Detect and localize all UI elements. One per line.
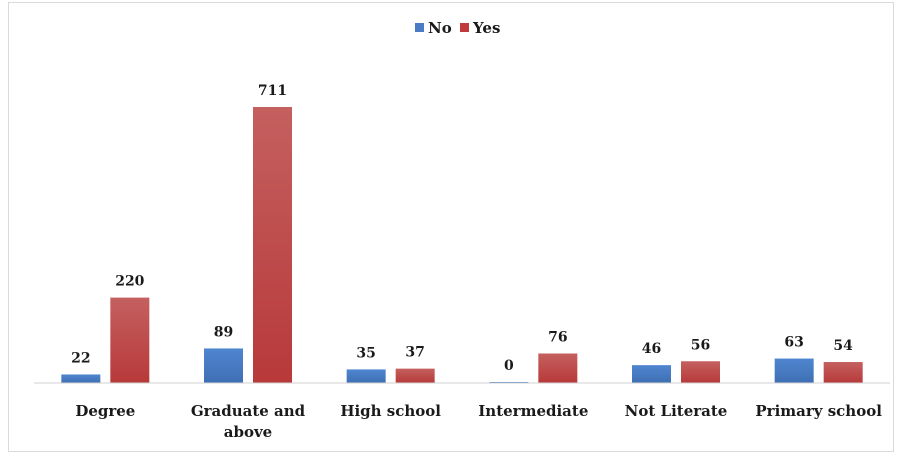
data-label-no-2: 35 xyxy=(356,345,375,361)
bar-yes-4 xyxy=(681,361,720,383)
bar-no-0 xyxy=(61,374,101,383)
data-label-yes-1: 711 xyxy=(258,83,287,99)
chart-frame xyxy=(8,2,894,452)
bar-no-4 xyxy=(632,365,671,383)
legend-swatch-no xyxy=(415,23,424,32)
bar-no-2 xyxy=(346,369,386,383)
x-tick-label-4-0: Not Literate xyxy=(625,402,728,420)
bar-no-1 xyxy=(204,348,243,383)
x-tick-label-1-0: Graduate and xyxy=(191,402,306,420)
x-tick-label-1-1: above xyxy=(224,423,272,441)
bar-yes-2 xyxy=(395,368,435,383)
data-label-yes-2: 37 xyxy=(405,345,424,361)
x-tick-label-3-0: Intermediate xyxy=(478,402,588,420)
data-label-no-5: 63 xyxy=(784,335,803,351)
bar-yes-1 xyxy=(253,107,292,383)
data-label-no-1: 89 xyxy=(214,324,233,340)
data-label-no-3: 0 xyxy=(504,358,514,374)
x-tick-labels: Degree Graduate and above High school Interm… xyxy=(75,402,882,441)
bar-yes-0 xyxy=(110,297,150,383)
legend-label-no: No xyxy=(428,19,452,37)
data-label-no-0: 22 xyxy=(71,350,90,366)
x-tick-label-0-0: Degree xyxy=(75,402,135,420)
data-label-yes-4: 56 xyxy=(691,337,710,353)
bar-yes-5 xyxy=(823,362,863,383)
x-tick-label-5-0: Primary school xyxy=(755,402,882,420)
legend-swatch-yes xyxy=(460,23,469,32)
legend: No Yes xyxy=(415,19,500,37)
data-label-yes-0: 220 xyxy=(115,274,144,290)
data-label-yes-5: 54 xyxy=(833,338,853,354)
bar-no-5 xyxy=(774,358,814,383)
legend-label-yes: Yes xyxy=(472,19,500,37)
x-tick-label-2-0: High school xyxy=(340,402,441,420)
data-label-no-4: 46 xyxy=(642,341,661,357)
data-label-yes-3: 76 xyxy=(548,329,567,345)
bar-yes-3 xyxy=(538,353,578,383)
bars-group: 22 220 89 711 35 37 0 76 46 56 63 54 xyxy=(61,83,863,383)
